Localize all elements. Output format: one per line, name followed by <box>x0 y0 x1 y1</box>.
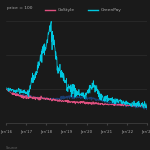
Text: price = 100: price = 100 <box>7 6 33 10</box>
Text: Source: Source <box>6 146 18 150</box>
Text: GreenPay: GreenPay <box>100 8 121 12</box>
Text: GoStyle: GoStyle <box>58 8 75 12</box>
